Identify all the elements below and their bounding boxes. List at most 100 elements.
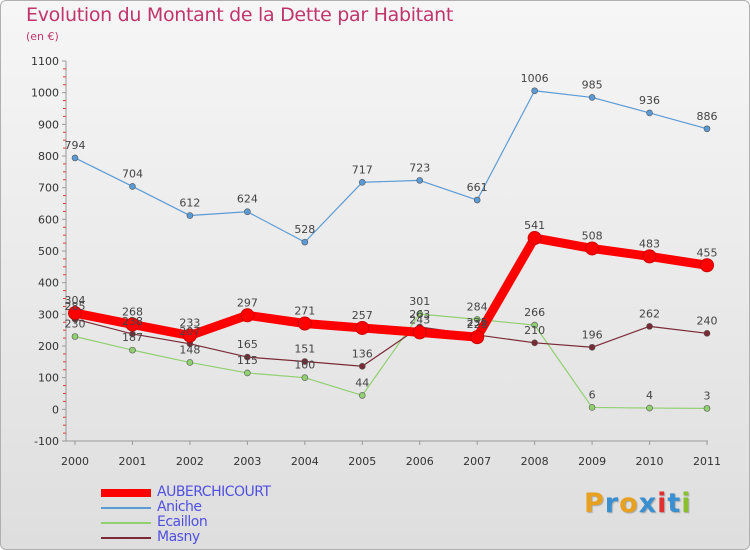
- data-label-masny: 210: [524, 324, 545, 337]
- data-point-ecaillon: [703, 405, 711, 412]
- data-label-aniche: 661: [467, 181, 488, 194]
- y-tick-label: 700: [38, 182, 59, 195]
- data-label-masny: 285: [65, 300, 86, 313]
- data-label-auberchicourt: 257: [352, 309, 373, 322]
- data-point-auberchicourt: [68, 306, 82, 321]
- data-point-aniche: [646, 109, 653, 117]
- data-label-aniche: 794: [65, 139, 86, 152]
- legend-label: AUBERCHICOURT: [157, 484, 271, 500]
- data-label-aniche: 704: [122, 167, 143, 180]
- legend-swatch: [101, 522, 151, 524]
- data-point-ecaillon: [71, 333, 79, 340]
- data-label-aniche: 624: [237, 193, 258, 206]
- data-point-auberchicourt: [125, 317, 140, 332]
- y-tick-label: 500: [38, 245, 59, 258]
- data-label-auberchicourt: 271: [294, 305, 315, 318]
- data-label-ecaillon: 266: [524, 306, 545, 319]
- data-point-masny: [301, 358, 309, 365]
- y-tick-label: 400: [38, 277, 59, 290]
- data-point-ecaillon: [473, 316, 481, 323]
- data-point-aniche: [301, 238, 309, 246]
- logo-letter: t: [667, 488, 682, 519]
- data-point-auberchicourt: [700, 258, 714, 273]
- data-label-ecaillon: 3: [704, 389, 711, 402]
- data-point-ecaillon: [588, 404, 596, 411]
- series-line-masny: [74, 318, 708, 367]
- data-point-masny: [358, 362, 366, 370]
- data-point-masny: [646, 323, 653, 330]
- data-label-ecaillon: 230: [65, 318, 86, 331]
- logo-letter: P: [584, 488, 605, 519]
- data-point-ecaillon: [531, 321, 538, 329]
- data-label-ecaillon: 4: [646, 389, 653, 402]
- series-line-ecaillon: [74, 313, 708, 409]
- data-point-auberchicourt: [585, 241, 600, 256]
- data-label-masny: 207: [179, 325, 200, 338]
- data-point-aniche: [703, 125, 711, 133]
- legend-swatch: [101, 507, 151, 509]
- data-point-aniche: [71, 154, 79, 162]
- data-label-masny: 151: [294, 343, 315, 356]
- data-point-auberchicourt: [182, 328, 197, 343]
- y-tick-label: 200: [38, 340, 59, 353]
- data-label-masny: 235: [467, 316, 488, 329]
- logo-letter: x: [638, 488, 658, 519]
- data-label-aniche: 936: [639, 94, 660, 107]
- x-tick-label: 2002: [176, 455, 204, 468]
- data-point-aniche: [358, 178, 366, 186]
- y-tick-label: 0: [52, 403, 59, 416]
- data-label-masny: 240: [697, 314, 718, 327]
- data-label-auberchicourt: 228: [467, 318, 488, 331]
- data-point-masny: [531, 339, 538, 347]
- legend-label: Aniche: [157, 499, 202, 515]
- data-label-masny: 165: [237, 338, 258, 351]
- logo-letter: r: [604, 488, 620, 519]
- x-tick-label: 2008: [521, 455, 549, 468]
- y-tick-label: 800: [38, 150, 59, 163]
- data-label-ecaillon: 301: [409, 295, 430, 308]
- x-tick-label: 2007: [463, 455, 491, 468]
- data-label-auberchicourt: 455: [697, 246, 718, 259]
- data-point-ecaillon: [416, 310, 424, 318]
- proxiti-logo: Proxiti: [584, 488, 692, 519]
- data-point-auberchicourt: [412, 325, 427, 340]
- data-point-masny: [588, 343, 596, 351]
- x-tick-label: 2011: [693, 455, 721, 468]
- data-point-ecaillon: [186, 359, 194, 366]
- x-tick-label: 2005: [348, 455, 376, 468]
- y-tick-label: 100: [38, 372, 59, 385]
- legend-swatch: [101, 537, 151, 539]
- data-label-masny: 136: [352, 347, 373, 360]
- data-label-ecaillon: 44: [355, 376, 369, 389]
- y-tick-label: 1000: [31, 87, 59, 100]
- data-point-masny: [244, 353, 251, 361]
- x-tick-label: 2003: [233, 455, 261, 468]
- data-label-masny: 196: [582, 328, 603, 341]
- logo-letter: i: [681, 488, 692, 519]
- data-point-aniche: [186, 212, 194, 219]
- data-label-masny: 263: [409, 308, 430, 321]
- chart-title: Evolution du Montant de la Dette par Hab…: [26, 4, 454, 26]
- series-line-auberchicourt: [70, 233, 712, 342]
- data-label-auberchicourt: 541: [524, 219, 545, 232]
- data-label-ecaillon: 284: [467, 300, 488, 313]
- y-tick-label: 600: [38, 213, 59, 226]
- y-tick-label: -100: [34, 435, 59, 448]
- data-label-aniche: 528: [294, 223, 315, 236]
- data-label-aniche: 886: [697, 110, 718, 123]
- data-label-auberchicourt: 268: [122, 305, 143, 318]
- data-label-ecaillon: 187: [122, 331, 143, 344]
- data-label-aniche: 1006: [521, 72, 549, 85]
- data-point-aniche: [244, 208, 251, 216]
- data-point-ecaillon: [646, 404, 653, 412]
- data-label-aniche: 723: [409, 161, 430, 174]
- x-tick-label: 2004: [291, 455, 319, 468]
- data-label-aniche: 985: [582, 78, 603, 91]
- data-point-aniche: [416, 177, 424, 184]
- data-label-masny: 262: [639, 307, 660, 320]
- data-label-auberchicourt: 243: [409, 313, 430, 326]
- data-label-auberchicourt: 297: [237, 296, 258, 309]
- data-label-aniche: 717: [352, 163, 373, 176]
